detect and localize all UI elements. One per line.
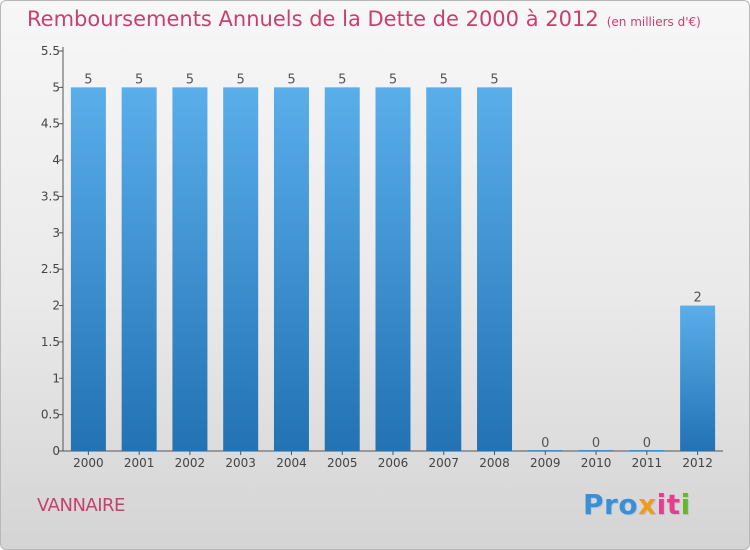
commune-name: VANNAIRE	[37, 495, 125, 516]
x-tick-label: 2006	[378, 456, 409, 470]
x-tick-label: 2000	[73, 456, 104, 470]
x-tick-label: 2008	[479, 456, 510, 470]
x-tick-label: 2003	[225, 456, 256, 470]
bar	[121, 87, 157, 451]
x-tick-label: 2010	[581, 456, 612, 470]
data-label: 0	[541, 436, 549, 451]
logo-part-3: it	[656, 488, 681, 521]
bar	[680, 305, 716, 451]
bar	[324, 87, 360, 451]
y-tick-label: 2.5	[41, 262, 60, 276]
data-label: 5	[389, 72, 397, 87]
data-label: 5	[237, 72, 245, 87]
y-tick-label: 0.5	[41, 408, 60, 422]
chart-unit: (en milliers d'€)	[606, 15, 701, 29]
data-label: 5	[490, 72, 498, 87]
data-label: 0	[592, 436, 600, 451]
bar	[375, 87, 411, 451]
y-tick-label: 3.5	[41, 189, 60, 203]
chart-axes: 0 0.5 1 1.5 2 2.5 3 3.5 4 4.5 5 5.5	[41, 44, 723, 458]
proxiti-logo: Proxiti	[583, 488, 691, 521]
data-label: 0	[643, 436, 651, 451]
x-tick-label: 2012	[682, 456, 713, 470]
x-tick-label: 2009	[530, 456, 561, 470]
data-label: 5	[287, 72, 295, 87]
bar	[477, 87, 513, 451]
bar	[426, 87, 462, 451]
y-tick-label: 0	[52, 444, 60, 458]
bar	[629, 450, 665, 451]
logo-part-2: x	[638, 488, 657, 521]
logo-part-1: Pro	[583, 488, 639, 521]
bar	[70, 87, 106, 451]
x-tick-label: 2001	[124, 456, 155, 470]
bar	[527, 450, 563, 451]
data-label: 5	[135, 72, 143, 87]
bar	[223, 87, 259, 451]
x-tick-label: 2011	[632, 456, 663, 470]
data-label: 5	[84, 72, 92, 87]
bar	[172, 87, 208, 451]
x-tick-label: 2004	[276, 456, 307, 470]
bar	[273, 87, 309, 451]
bar	[578, 450, 614, 451]
chart-labels: 2000520015200252003520045200552006520075…	[73, 72, 713, 470]
chart-title: Remboursements Annuels de la Dette de 20…	[27, 7, 701, 31]
chart-bars	[70, 87, 716, 451]
data-label: 5	[440, 72, 448, 87]
y-tick-label: 5	[52, 80, 60, 94]
logo-part-4: i	[680, 488, 691, 521]
x-tick-label: 2007	[428, 456, 459, 470]
y-tick-label: 4.5	[41, 117, 60, 131]
y-tick-label: 3	[52, 226, 60, 240]
data-label: 2	[693, 291, 701, 306]
y-tick-label: 5.5	[41, 44, 60, 58]
y-tick-label: 1	[52, 371, 60, 385]
data-label: 5	[186, 72, 194, 87]
y-tick-label: 2	[52, 299, 60, 313]
data-label: 5	[338, 72, 346, 87]
y-tick-label: 1.5	[41, 335, 60, 349]
chart-title-text: Remboursements Annuels de la Dette de 20…	[27, 7, 599, 31]
x-tick-label: 2005	[327, 456, 358, 470]
y-tick-label: 4	[52, 153, 60, 167]
x-tick-label: 2002	[175, 456, 206, 470]
